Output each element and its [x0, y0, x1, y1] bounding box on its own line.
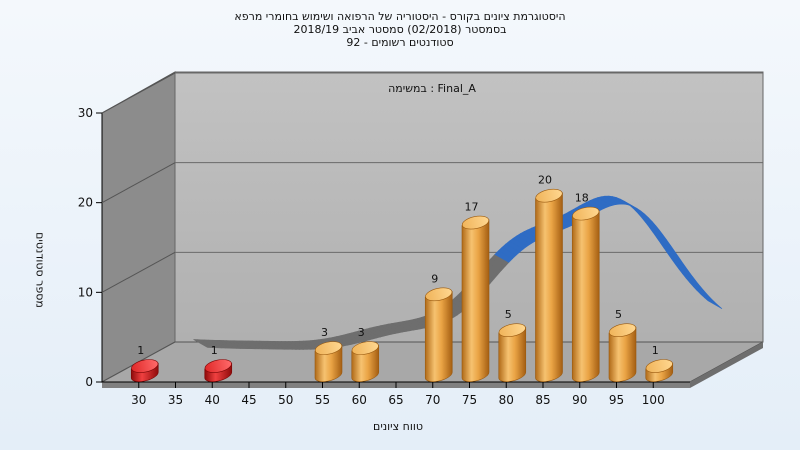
bar-top	[535, 188, 563, 203]
bar-value-label: 3	[321, 326, 328, 339]
x-tick-label: 45	[241, 393, 256, 407]
bar: 18	[571, 192, 600, 382]
bar-value-label: 5	[615, 308, 622, 321]
bar-value-label: 18	[575, 192, 589, 205]
floor-right-edge	[690, 342, 763, 388]
bar-top	[351, 341, 379, 355]
bar: 3	[351, 326, 380, 382]
bar: 1	[204, 344, 233, 382]
y-tick-label: 0	[85, 375, 93, 389]
x-tick-label: 95	[609, 393, 624, 407]
y-tick-label: 20	[78, 196, 93, 210]
x-tick-label: 75	[462, 393, 477, 407]
bar-value-label: 17	[465, 201, 479, 214]
bar: 3	[314, 326, 343, 382]
x-tick-label: 85	[535, 393, 550, 407]
bar-body	[535, 192, 563, 382]
x-tick-label: 80	[499, 393, 514, 407]
chart-subtitle-1: בסמסטר (02/2018) סמסטר אביב 2018/19	[293, 23, 507, 36]
x-tick-label: 100	[642, 393, 665, 407]
bar-body	[608, 326, 637, 382]
bar-body	[461, 219, 490, 382]
y-grid-side	[101, 251, 176, 293]
bar-value-label: 1	[137, 344, 144, 357]
x-tick-label: 60	[352, 393, 367, 407]
x-axis-label: טווח ציונים	[373, 420, 423, 433]
x-tick-label: 90	[572, 393, 587, 407]
bar-body	[498, 326, 527, 382]
x-tick-label: 40	[205, 393, 220, 407]
bar: 5	[608, 308, 637, 382]
x-tick-label: 50	[278, 393, 293, 407]
bar: 9	[424, 272, 453, 382]
bar-top	[645, 359, 673, 373]
x-tick-label: 35	[168, 393, 183, 407]
bar-value-label: 20	[538, 174, 552, 187]
bar-value-label: 1	[211, 344, 218, 357]
y-tick-label: 10	[78, 285, 93, 299]
bar-top	[204, 359, 232, 373]
bar: 5	[498, 308, 527, 382]
left-wall	[101, 71, 176, 383]
chart-title: היסטוגרמת ציונים בקורס - היסטוריה של הרפ…	[234, 10, 566, 23]
bar: 1	[130, 344, 159, 382]
bar-value-label: 9	[431, 272, 438, 285]
bar: 20	[535, 174, 563, 382]
bar-top	[572, 206, 600, 221]
annotation-task: במשימה : Final_A	[388, 82, 476, 95]
x-tick-label: 30	[131, 393, 146, 407]
bar-body	[424, 291, 453, 382]
bar-value-label: 1	[652, 344, 659, 357]
bar: 1	[645, 344, 674, 382]
bar-value-label: 5	[505, 308, 512, 321]
bar-top	[461, 215, 490, 230]
y-tick-label: 30	[78, 106, 93, 120]
y-grid-side	[101, 162, 176, 204]
x-tick-label: 70	[425, 393, 440, 407]
bar-body	[571, 210, 600, 382]
y-grid-side	[101, 72, 176, 114]
bar-top	[498, 323, 526, 337]
bar-top	[131, 359, 159, 373]
curve-ribbon-segment	[704, 297, 723, 309]
chart-title-block: היסטוגרמת ציונים בקורס - היסטוריה של הרפ…	[0, 10, 800, 49]
bar-top	[314, 341, 343, 355]
x-tick-label: 55	[315, 393, 330, 407]
bar-top	[425, 287, 453, 302]
bar-top	[608, 323, 637, 337]
y-axis-label: מספר סטודנטים	[33, 232, 47, 308]
bar: 17	[461, 201, 490, 382]
chart-subtitle-2: סטודנטים רשומים - 92	[346, 36, 454, 49]
x-tick-label: 65	[388, 393, 403, 407]
bar-value-label: 3	[358, 326, 365, 339]
